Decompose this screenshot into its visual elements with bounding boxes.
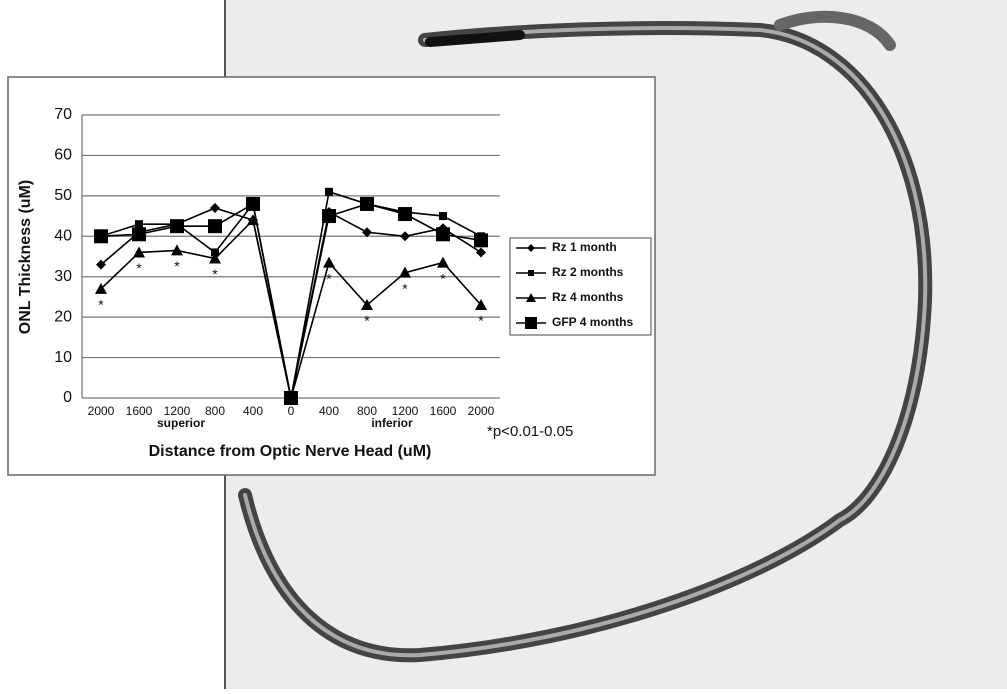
marker xyxy=(96,259,106,270)
significance-star: * xyxy=(478,313,484,329)
marker xyxy=(400,231,410,242)
y-tick-label: 40 xyxy=(54,228,72,245)
legend-marker xyxy=(528,270,534,276)
group-label: superior xyxy=(157,416,205,430)
marker xyxy=(439,212,447,221)
legend-label: Rz 1 month xyxy=(552,240,617,254)
marker xyxy=(325,187,333,196)
marker xyxy=(284,391,298,405)
x-tick-label: 400 xyxy=(243,404,263,418)
y-tick-label: 10 xyxy=(54,349,72,366)
legend-label: Rz 4 months xyxy=(552,290,624,304)
marker xyxy=(208,219,222,234)
y-tick-label: 60 xyxy=(54,147,72,164)
marker xyxy=(209,252,221,264)
y-axis-label: ONL Thickness (uM) xyxy=(17,180,34,334)
marker xyxy=(360,196,374,211)
significance-star: * xyxy=(98,297,104,313)
marker xyxy=(322,209,336,224)
x-tick-label: 400 xyxy=(319,404,339,418)
marker xyxy=(437,256,449,268)
y-tick-label: 20 xyxy=(54,308,72,325)
marker xyxy=(398,207,412,222)
marker xyxy=(476,247,486,258)
marker xyxy=(95,282,107,294)
legend-label: GFP 4 months xyxy=(552,315,633,329)
significance-note: *p<0.01-0.05 xyxy=(487,423,573,440)
legend-marker xyxy=(526,293,536,302)
x-tick-label: 800 xyxy=(205,404,225,418)
x-tick-label: 1600 xyxy=(126,404,153,418)
marker xyxy=(436,227,450,242)
marker xyxy=(323,256,335,268)
marker xyxy=(132,227,146,242)
x-tick-label: 1600 xyxy=(430,404,457,418)
significance-star: * xyxy=(364,313,370,329)
x-tick-label: 2000 xyxy=(88,404,115,418)
significance-star: * xyxy=(440,270,446,286)
legend-marker xyxy=(527,244,535,252)
x-tick-label: 800 xyxy=(357,404,377,418)
marker xyxy=(246,196,260,211)
x-tick-label: 0 xyxy=(288,404,295,418)
marker xyxy=(210,202,220,213)
x-tick-label: 2000 xyxy=(468,404,495,418)
marker xyxy=(211,248,219,257)
y-tick-label: 50 xyxy=(54,187,72,204)
marker xyxy=(475,299,487,311)
marker xyxy=(399,266,411,278)
marker xyxy=(474,233,488,248)
marker xyxy=(133,246,145,258)
marker xyxy=(135,220,143,229)
x-tick-label: 1200 xyxy=(392,404,419,418)
significance-star: * xyxy=(326,270,332,286)
marker xyxy=(361,299,373,311)
marker xyxy=(94,229,108,244)
significance-star: * xyxy=(402,280,408,296)
marker xyxy=(362,227,372,238)
x-axis-label: Distance from Optic Nerve Head (uM) xyxy=(149,443,432,460)
marker xyxy=(170,219,184,234)
legend-marker xyxy=(525,317,537,329)
y-tick-label: 0 xyxy=(63,389,72,406)
y-tick-label: 70 xyxy=(54,106,72,123)
eye-section xyxy=(238,10,933,663)
y-tick-label: 30 xyxy=(54,268,72,285)
significance-star: * xyxy=(212,266,218,282)
x-tick-label: 1200 xyxy=(164,404,191,418)
significance-star: * xyxy=(174,258,180,274)
marker xyxy=(171,244,183,256)
group-label: inferior xyxy=(371,416,413,430)
significance-star: * xyxy=(136,260,142,276)
legend-label: Rz 2 months xyxy=(552,265,624,279)
